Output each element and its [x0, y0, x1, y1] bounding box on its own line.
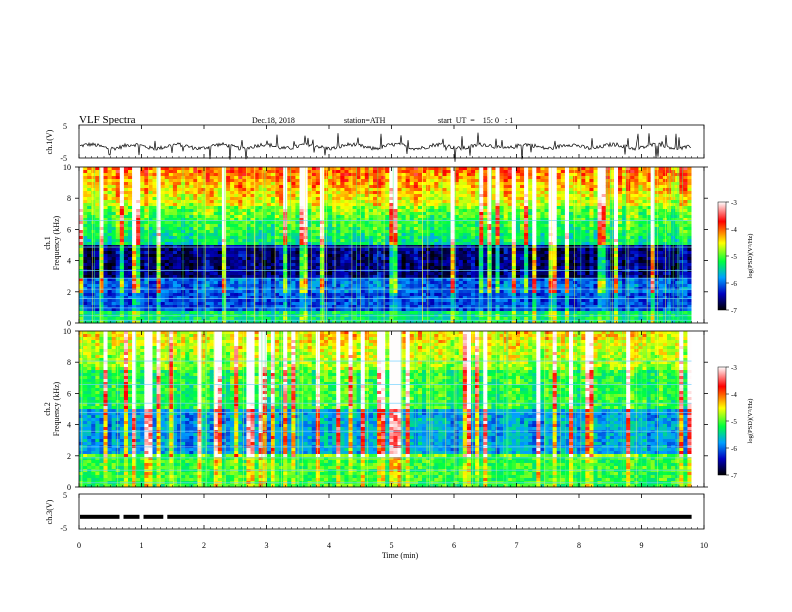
x-tick-label: 10 [700, 541, 708, 550]
x-tick-label: 6 [452, 541, 456, 550]
ch2-colorbar: -3 -4 -5 -6 -7 log(PSD)(V²/Hz) [717, 364, 754, 480]
ch3-signal-segment [123, 514, 140, 519]
x-tick-label: 8 [577, 541, 581, 550]
x-tick-label: 0 [77, 541, 81, 550]
start-time-label: start UT = 15: 0 : 1 [438, 116, 513, 125]
x-tick-label: 4 [327, 541, 331, 550]
colorbar-tick-label: -3 [731, 199, 737, 207]
ch1-waveform-panel: 5 -5 ch.1(V) [45, 122, 705, 163]
time-xlabel: Time (min) [382, 551, 419, 560]
colorbar-tick-label: -4 [731, 226, 737, 234]
ch1-spectrogram-panel: 0 2 4 6 8 10 ch.1 Frequency (kHz) [43, 163, 708, 328]
ch1-ytick-top: 5 [63, 122, 67, 131]
colorbar-tick-label: -4 [731, 391, 737, 399]
freq-tick-label: 2 [67, 452, 71, 461]
ch2-channel-label: ch.2 [43, 402, 52, 416]
colorbar-tick-label: -3 [731, 364, 737, 372]
colorbar-tick-label: -6 [731, 280, 737, 288]
colorbar-gradient [717, 366, 727, 476]
ch1-frequency-ylabel: Frequency (kHz) [52, 215, 61, 270]
time-x-axis: 0 1 2 3 4 5 6 7 8 9 10 [77, 125, 708, 550]
chart-title: VLF Spectra [79, 114, 136, 126]
ch3-waveform-trace [80, 514, 692, 519]
date-label: Dec.18, 2018 [252, 116, 295, 125]
ch3-signal-segment [143, 514, 164, 519]
ch1-colorbar: -3 -4 -5 -6 -7 log(PSD)(V²/Hz) [717, 199, 754, 315]
x-tick-label: 7 [515, 541, 519, 550]
station-label: station=ATH [344, 116, 386, 125]
colorbar-tick-label: -7 [731, 307, 737, 315]
ch1-waveform-trace [79, 132, 692, 162]
ch3-signal-segment [80, 514, 120, 519]
ch3-waveform-frame [78, 493, 705, 530]
x-tick-label: 5 [390, 541, 394, 550]
ch1-waveform-frame [78, 124, 705, 159]
freq-tick-label: 8 [67, 358, 71, 367]
x-tick-label: 9 [640, 541, 644, 550]
colorbar-tick-label: -6 [731, 445, 737, 453]
x-tick-label: 2 [202, 541, 206, 550]
ch1-voltage-ylabel: ch.1(V) [45, 129, 54, 154]
ch1-ytick-bottom: -5 [60, 154, 67, 163]
colorbar-tick-label: -5 [731, 418, 737, 426]
x-tick-label: 3 [265, 541, 269, 550]
colorbar-label: log(PSD)(V²/Hz) [747, 234, 754, 279]
colorbar-label: log(PSD)(V²/Hz) [747, 399, 754, 444]
ch2-frequency-ticks: 0 2 4 6 8 10 [63, 327, 708, 492]
ch1-frequency-ticks: 0 2 4 6 8 10 [63, 163, 708, 328]
ch1-spectrogram-image [79, 167, 704, 324]
freq-tick-label: 4 [67, 257, 71, 266]
freq-tick-label: 2 [67, 288, 71, 297]
freq-tick-label: 10 [63, 163, 71, 172]
freq-tick-label: 6 [67, 389, 71, 398]
freq-tick-label: 8 [67, 194, 71, 203]
ch2-spectrogram-image [79, 331, 704, 488]
ch2-spectrogram-panel: 0 2 4 6 8 10 ch.2 Frequency (kHz) [43, 327, 708, 492]
freq-tick-label: 0 [67, 483, 71, 492]
colorbar-tick-label: -7 [731, 472, 737, 480]
ch1-channel-label: ch.1 [43, 236, 52, 250]
colorbar-gradient [717, 201, 727, 311]
ch3-voltage-ylabel: ch.3(V) [45, 499, 54, 524]
x-tick-label: 1 [140, 541, 144, 550]
freq-tick-label: 6 [67, 225, 71, 234]
ch3-ytick-bottom: -5 [60, 524, 67, 533]
freq-tick-label: 0 [67, 319, 71, 328]
ch2-frequency-ylabel: Frequency (kHz) [52, 381, 61, 436]
freq-tick-label: 10 [63, 327, 71, 336]
freq-tick-label: 4 [67, 421, 71, 430]
ch3-signal-segment [167, 514, 692, 519]
colorbar-tick-label: -5 [731, 253, 737, 261]
ch3-ytick-top: 5 [63, 491, 67, 500]
ch3-waveform-panel: 5 -5 ch.3(V) [45, 491, 705, 533]
